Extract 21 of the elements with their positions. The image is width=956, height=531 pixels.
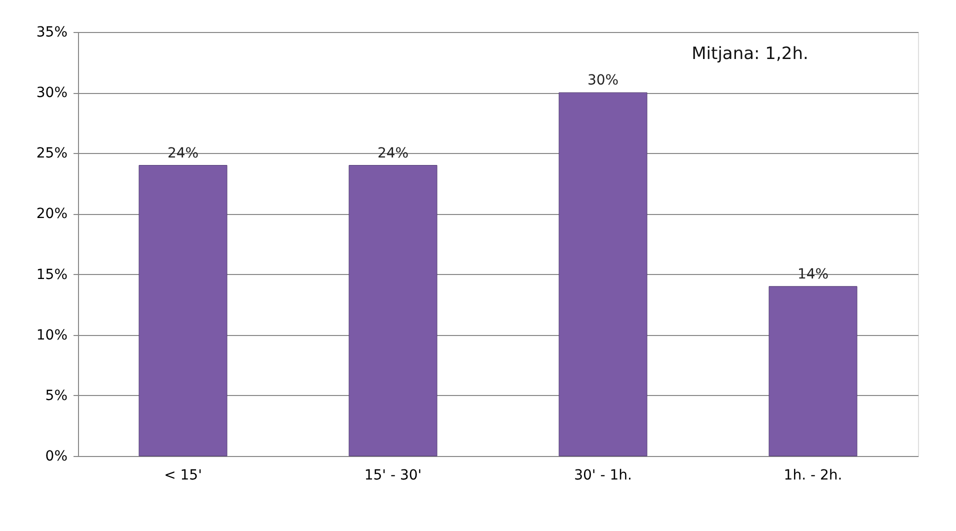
y-tick-label: 5% (45, 388, 68, 404)
y-tick-label: 0% (45, 448, 68, 464)
y-tick-label: 10% (36, 327, 68, 344)
data-label: 24% (167, 145, 199, 162)
data-label: 24% (377, 145, 409, 162)
data-label: 30% (587, 72, 619, 89)
x-tick-label: < 15' (164, 468, 202, 484)
bar (768, 286, 858, 456)
y-tick-label: 30% (36, 85, 68, 102)
x-tick-label: 1h. - 2h. (784, 468, 842, 484)
y-tick-label: 25% (36, 146, 68, 162)
data-label: 14% (797, 266, 829, 282)
x-tick-label: 30' - 1h. (574, 468, 632, 484)
x-tick-label: 15' - 30' (364, 468, 422, 484)
bar (138, 165, 228, 456)
y-tick-label: 35% (36, 24, 68, 40)
annotation: Mitjana: 1,2h. (692, 44, 808, 64)
bar (558, 92, 648, 456)
y-tick-label: 20% (36, 206, 68, 222)
bar (348, 165, 438, 456)
y-tick-label: 15% (36, 266, 68, 283)
